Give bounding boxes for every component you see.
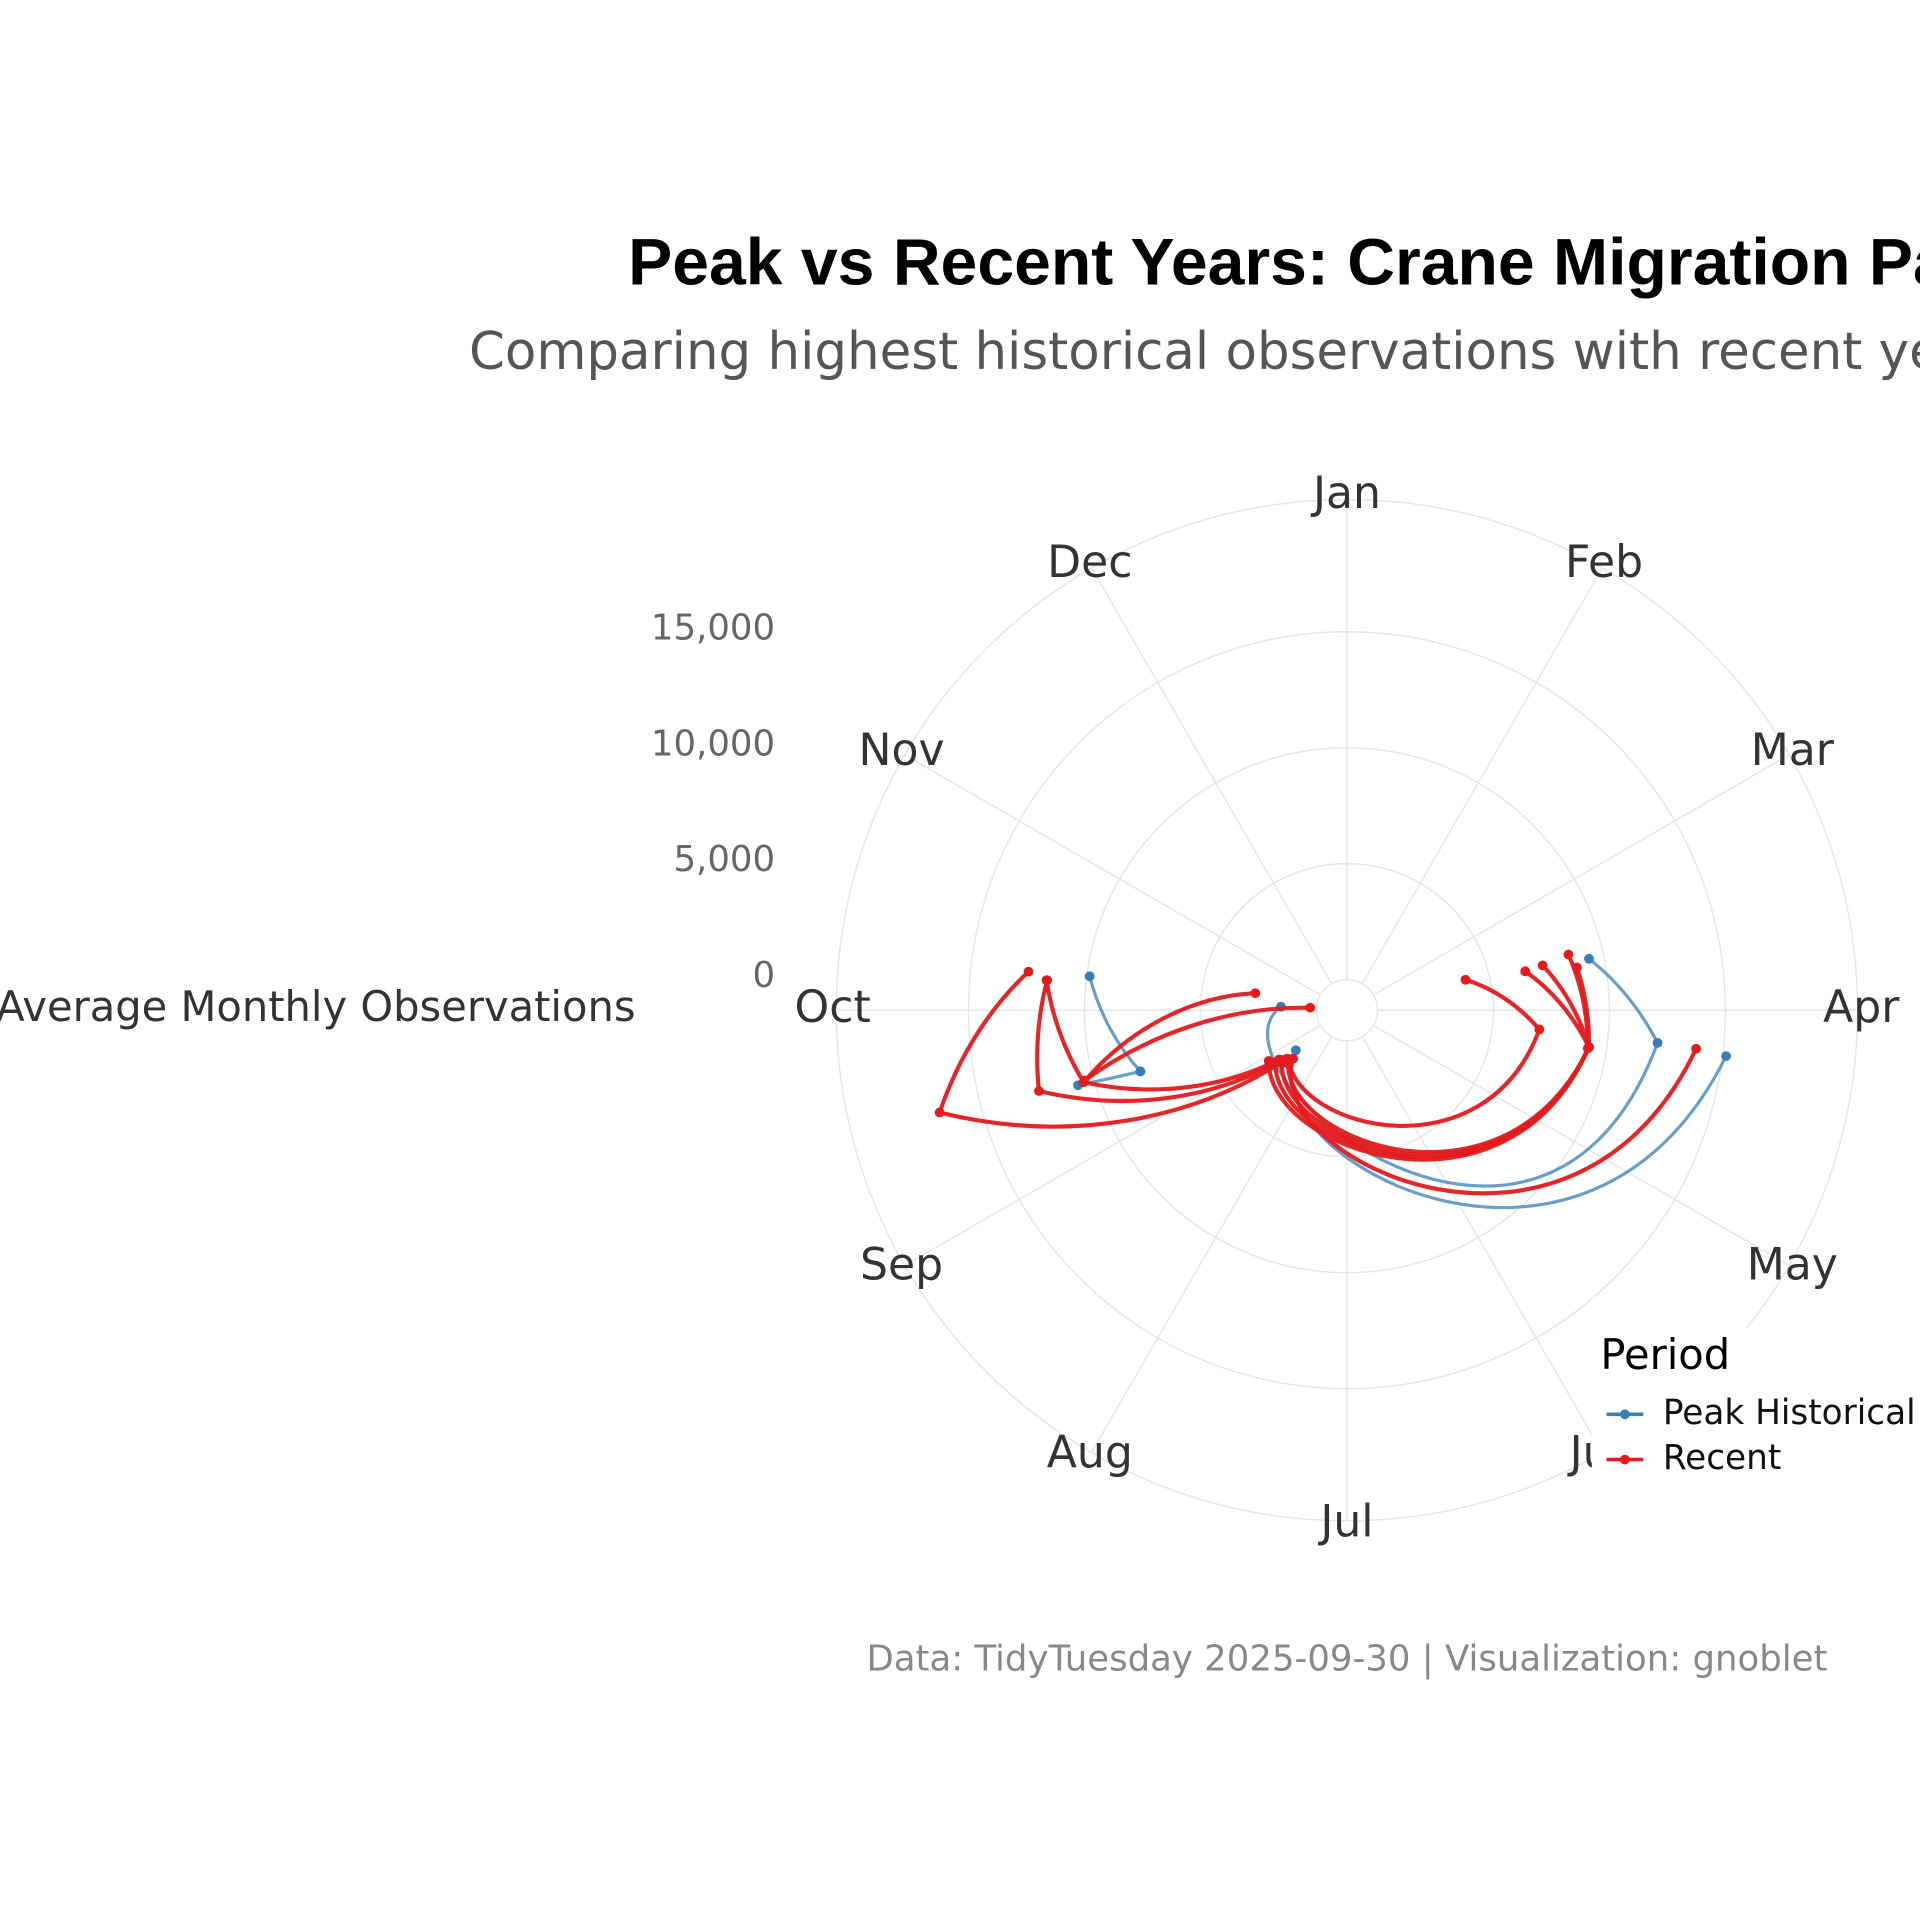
x-tick-label: Sep	[860, 1239, 943, 1290]
point	[1691, 1043, 1702, 1054]
grid-spoke	[1361, 567, 1603, 985]
legend-label: Peak Historical	[1663, 1393, 1916, 1433]
point	[1582, 1043, 1593, 1054]
point	[1084, 971, 1095, 982]
x-tick-label: Nov	[859, 725, 945, 776]
point	[1034, 1086, 1044, 1096]
point	[1563, 949, 1574, 960]
x-tick-label: Feb	[1565, 537, 1643, 588]
x-tick-label: Mar	[1751, 725, 1835, 776]
point	[1534, 1024, 1545, 1035]
series	[934, 949, 1702, 1196]
point	[1023, 966, 1034, 977]
y-axis-label: Average Monthly Observations	[0, 982, 636, 1031]
point	[1079, 1075, 1090, 1086]
point	[1135, 1066, 1146, 1077]
y-tick-label: 15,000	[651, 607, 775, 648]
point	[1721, 1051, 1731, 1061]
line	[1088, 974, 1142, 1073]
grid-spoke	[1373, 754, 1790, 996]
legend-point	[1620, 1454, 1630, 1465]
legend-label: Recent	[1663, 1438, 1781, 1478]
point	[1537, 960, 1548, 971]
line	[1044, 978, 1282, 1092]
y-tick-label: 0	[753, 955, 776, 996]
line	[1082, 1005, 1313, 1083]
grid-spoke	[904, 1024, 1321, 1267]
x-tick-label: Jul	[1317, 1496, 1373, 1547]
line	[1265, 957, 1660, 1188]
caption: Data: TidyTuesday 2025-09-30 | Visualiza…	[866, 1638, 1827, 1679]
point	[1652, 1037, 1663, 1048]
line	[1266, 952, 1590, 1162]
line	[1286, 977, 1542, 1128]
x-tick-label: Oct	[795, 982, 871, 1033]
legend-point	[1620, 1409, 1630, 1420]
point	[1305, 1002, 1316, 1013]
chart-title: Peak vs Recent Years: Crane Migration Pa…	[628, 225, 1920, 299]
point	[1041, 975, 1052, 986]
legend-title: Period	[1600, 1330, 1730, 1379]
x-tick-label: Jan	[1310, 468, 1381, 519]
series	[1073, 953, 1731, 1210]
grid-spoke	[1373, 1024, 1790, 1267]
point	[1250, 988, 1261, 999]
x-tick-label: Apr	[1823, 982, 1900, 1033]
line	[1081, 991, 1258, 1085]
y-tick-label: 10,000	[651, 723, 775, 764]
x-tick-label: Dec	[1047, 537, 1132, 588]
grid-spoke	[904, 754, 1321, 996]
point	[1584, 953, 1594, 964]
line	[936, 969, 1290, 1129]
line	[1288, 1046, 1699, 1196]
x-tick-label: Aug	[1047, 1428, 1133, 1479]
legend: Period Peak Historical Recent	[1591, 1328, 1916, 1488]
chart-subtitle: Comparing highest historical observation…	[469, 322, 1920, 382]
point	[1290, 1045, 1301, 1056]
line	[1035, 978, 1285, 1103]
point	[1460, 974, 1471, 985]
grid-spoke	[1361, 1036, 1603, 1453]
point	[1520, 966, 1531, 977]
grid-spoke	[1090, 567, 1333, 985]
y-tick-label: 5,000	[673, 839, 775, 880]
grid-circle	[1315, 978, 1379, 1042]
x-tick-label: May	[1747, 1239, 1838, 1290]
point	[1274, 1054, 1284, 1065]
point	[934, 1107, 945, 1118]
legend-background	[1591, 1328, 1911, 1488]
